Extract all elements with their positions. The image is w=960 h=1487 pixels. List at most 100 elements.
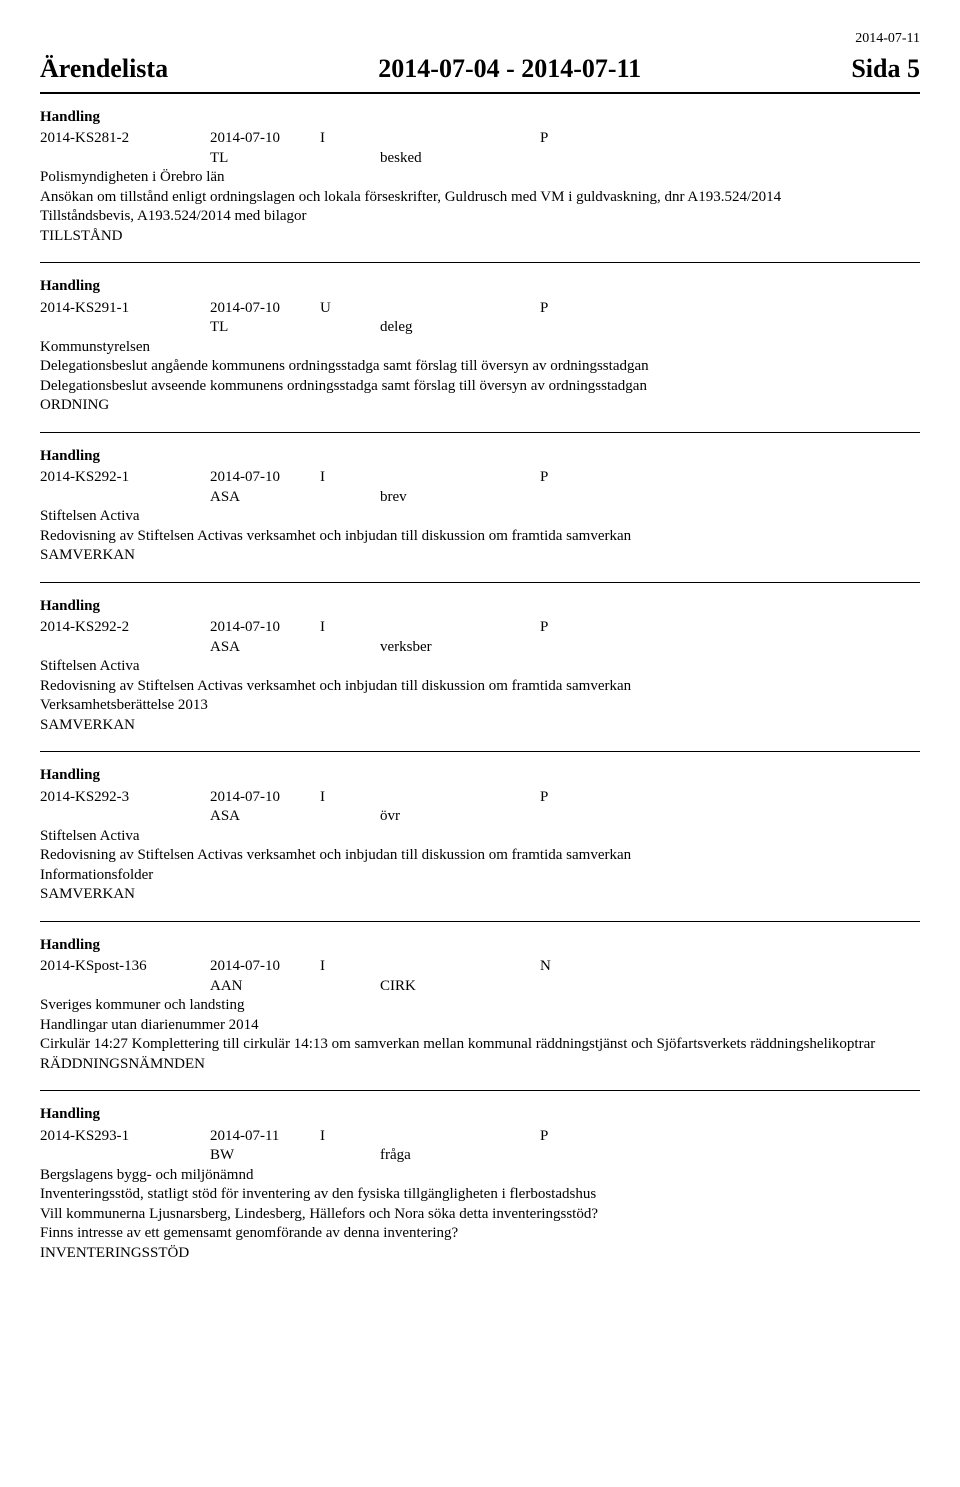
record-body-line: Redovisning av Stiftelsen Activas verksa… bbox=[40, 677, 920, 697]
record-row-main: 2014-KS292-12014-07-10IP bbox=[40, 468, 920, 488]
record-type-spacer bbox=[380, 788, 540, 808]
record-row-owner: ASAverksber bbox=[40, 638, 920, 658]
record-body-line: SAMVERKAN bbox=[40, 716, 920, 736]
record-label: Handling bbox=[40, 1105, 920, 1125]
page-header: Ärendelista 2014-07-04 - 2014-07-11 Sida… bbox=[40, 52, 920, 94]
record-direction: I bbox=[320, 957, 380, 977]
record-row-owner: ASA övr bbox=[40, 807, 920, 827]
record-direction: I bbox=[320, 129, 380, 149]
record-body-line: TILLSTÅND bbox=[40, 227, 920, 247]
record-separator bbox=[40, 432, 920, 433]
record: Handling2014-KS293-12014-07-11I PBWfrågaB… bbox=[40, 1105, 920, 1263]
record-direction: I bbox=[320, 1127, 380, 1147]
record-label: Handling bbox=[40, 597, 920, 617]
record-pn: P bbox=[540, 618, 920, 638]
record-type: brev bbox=[380, 488, 540, 508]
record-body-line: Polismyndigheten i Örebro län bbox=[40, 168, 920, 188]
record-pn: P bbox=[540, 788, 920, 808]
record-direction: U bbox=[320, 299, 380, 319]
record-row-main: 2014-KS292-22014-07-10I P bbox=[40, 618, 920, 638]
record-row-owner: BWfråga bbox=[40, 1146, 920, 1166]
record: Handling2014-KS281-22014-07-10IPTLbesked… bbox=[40, 108, 920, 247]
record-direction: I bbox=[320, 788, 380, 808]
record-body-line: Inventeringsstöd, statligt stöd för inve… bbox=[40, 1185, 920, 1205]
record-body-line: Stiftelsen Activa bbox=[40, 827, 920, 847]
record-type: besked bbox=[380, 149, 540, 169]
header-page: Sida 5 bbox=[851, 52, 920, 86]
record-direction: I bbox=[320, 468, 380, 488]
record-date: 2014-07-11 bbox=[210, 1127, 320, 1147]
record-owner: ASA bbox=[210, 807, 320, 827]
record: Handling2014-KS292-12014-07-10IPASA brev S… bbox=[40, 447, 920, 566]
record-label: Handling bbox=[40, 447, 920, 467]
record-separator bbox=[40, 262, 920, 263]
record-body-line: Informationsfolder bbox=[40, 866, 920, 886]
record-row-main: 2014-KS292-32014-07-10I P bbox=[40, 788, 920, 808]
record-body-line: ORDNING bbox=[40, 396, 920, 416]
record-owner: TL bbox=[210, 318, 320, 338]
records-list: Handling 2014-KS281-22014-07-10IP TL besked… bbox=[40, 108, 920, 1264]
record-pn: P bbox=[540, 1127, 920, 1147]
record-body-line: Vill kommunerna Ljusnarsberg, Lindesberg… bbox=[40, 1205, 920, 1225]
record-owner: BW bbox=[210, 1146, 320, 1166]
record-row-owner: AAN CIRK bbox=[40, 977, 920, 997]
record-type-spacer bbox=[380, 1127, 540, 1147]
record-body-line: Delegationsbeslut avseende kommunens ord… bbox=[40, 377, 920, 397]
record-type: deleg bbox=[380, 318, 540, 338]
record-body-line: Kommunstyrelsen bbox=[40, 338, 920, 358]
record-body-line: SAMVERKAN bbox=[40, 885, 920, 905]
record-id: 2014-KSpost-136 bbox=[40, 957, 210, 977]
record-row-main: 2014-KS281-22014-07-10IP bbox=[40, 129, 920, 149]
record-body-line: Stiftelsen Activa bbox=[40, 657, 920, 677]
record-type-spacer bbox=[380, 129, 540, 149]
record-body-line: Redovisning av Stiftelsen Activas verksa… bbox=[40, 527, 920, 547]
record-body-line: Sveriges kommuner och landsting bbox=[40, 996, 920, 1016]
record-label: Handling bbox=[40, 277, 920, 297]
record-type-spacer bbox=[380, 957, 540, 977]
record-body-line: Handlingar utan diarienummer 2014 bbox=[40, 1016, 920, 1036]
record-separator bbox=[40, 582, 920, 583]
record-body-line: Redovisning av Stiftelsen Activas verksa… bbox=[40, 846, 920, 866]
record-direction: I bbox=[320, 618, 380, 638]
record-row-main: 2014-KS293-12014-07-11I P bbox=[40, 1127, 920, 1147]
top-date: 2014-07-11 bbox=[40, 30, 920, 48]
record-owner: AAN bbox=[210, 977, 320, 997]
record-body-line: Ansökan om tillstånd enligt ordningslage… bbox=[40, 188, 920, 208]
record-type: verksber bbox=[380, 638, 540, 658]
record-body-line: INVENTERINGSSTÖD bbox=[40, 1244, 920, 1264]
record-type-spacer bbox=[380, 618, 540, 638]
record: Handling2014-KS292-22014-07-10I PASAverks… bbox=[40, 597, 920, 736]
record-id: 2014-KS293-1 bbox=[40, 1127, 210, 1147]
record-separator bbox=[40, 751, 920, 752]
record-date: 2014-07-10 bbox=[210, 618, 320, 638]
record-owner: ASA bbox=[210, 488, 320, 508]
record-id: 2014-KS292-3 bbox=[40, 788, 210, 808]
record-body-line: Finns intresse av ett gemensamt genomför… bbox=[40, 1224, 920, 1244]
record-body-line: Bergslagens bygg- och miljönämnd bbox=[40, 1166, 920, 1186]
record-body-line: SAMVERKAN bbox=[40, 546, 920, 566]
record-body-line: Cirkulär 14:27 Komplettering till cirkul… bbox=[40, 1035, 920, 1055]
record-separator bbox=[40, 1090, 920, 1091]
record-label: Handling bbox=[40, 766, 920, 786]
record-row-owner: ASA brev bbox=[40, 488, 920, 508]
record-body-line: RÄDDNINGSNÄMNDEN bbox=[40, 1055, 920, 1075]
record-row-owner: TL deleg bbox=[40, 318, 920, 338]
record-type-spacer bbox=[380, 299, 540, 319]
header-date-range: 2014-07-04 - 2014-07-11 bbox=[378, 52, 641, 86]
record-id: 2014-KS291-1 bbox=[40, 299, 210, 319]
record: Handling2014-KS291-12014-07-10UPTL delegK… bbox=[40, 277, 920, 416]
record-type: övr bbox=[380, 807, 540, 827]
record-date: 2014-07-10 bbox=[210, 468, 320, 488]
record: Handling2014-KS292-32014-07-10I P ASA övrSt… bbox=[40, 766, 920, 905]
record-row-main: 2014-KS291-12014-07-10UP bbox=[40, 299, 920, 319]
record-type: CIRK bbox=[380, 977, 540, 997]
record-date: 2014-07-10 bbox=[210, 788, 320, 808]
header-title: Ärendelista bbox=[40, 52, 168, 86]
record-id: 2014-KS292-2 bbox=[40, 618, 210, 638]
record-body-line: Verksamhetsberättelse 2013 bbox=[40, 696, 920, 716]
record-date: 2014-07-10 bbox=[210, 299, 320, 319]
record-type-spacer bbox=[380, 468, 540, 488]
record-id: 2014-KS292-1 bbox=[40, 468, 210, 488]
record-separator bbox=[40, 921, 920, 922]
record: Handling2014-KSpost-1362014-07-10INAANCI… bbox=[40, 936, 920, 1075]
